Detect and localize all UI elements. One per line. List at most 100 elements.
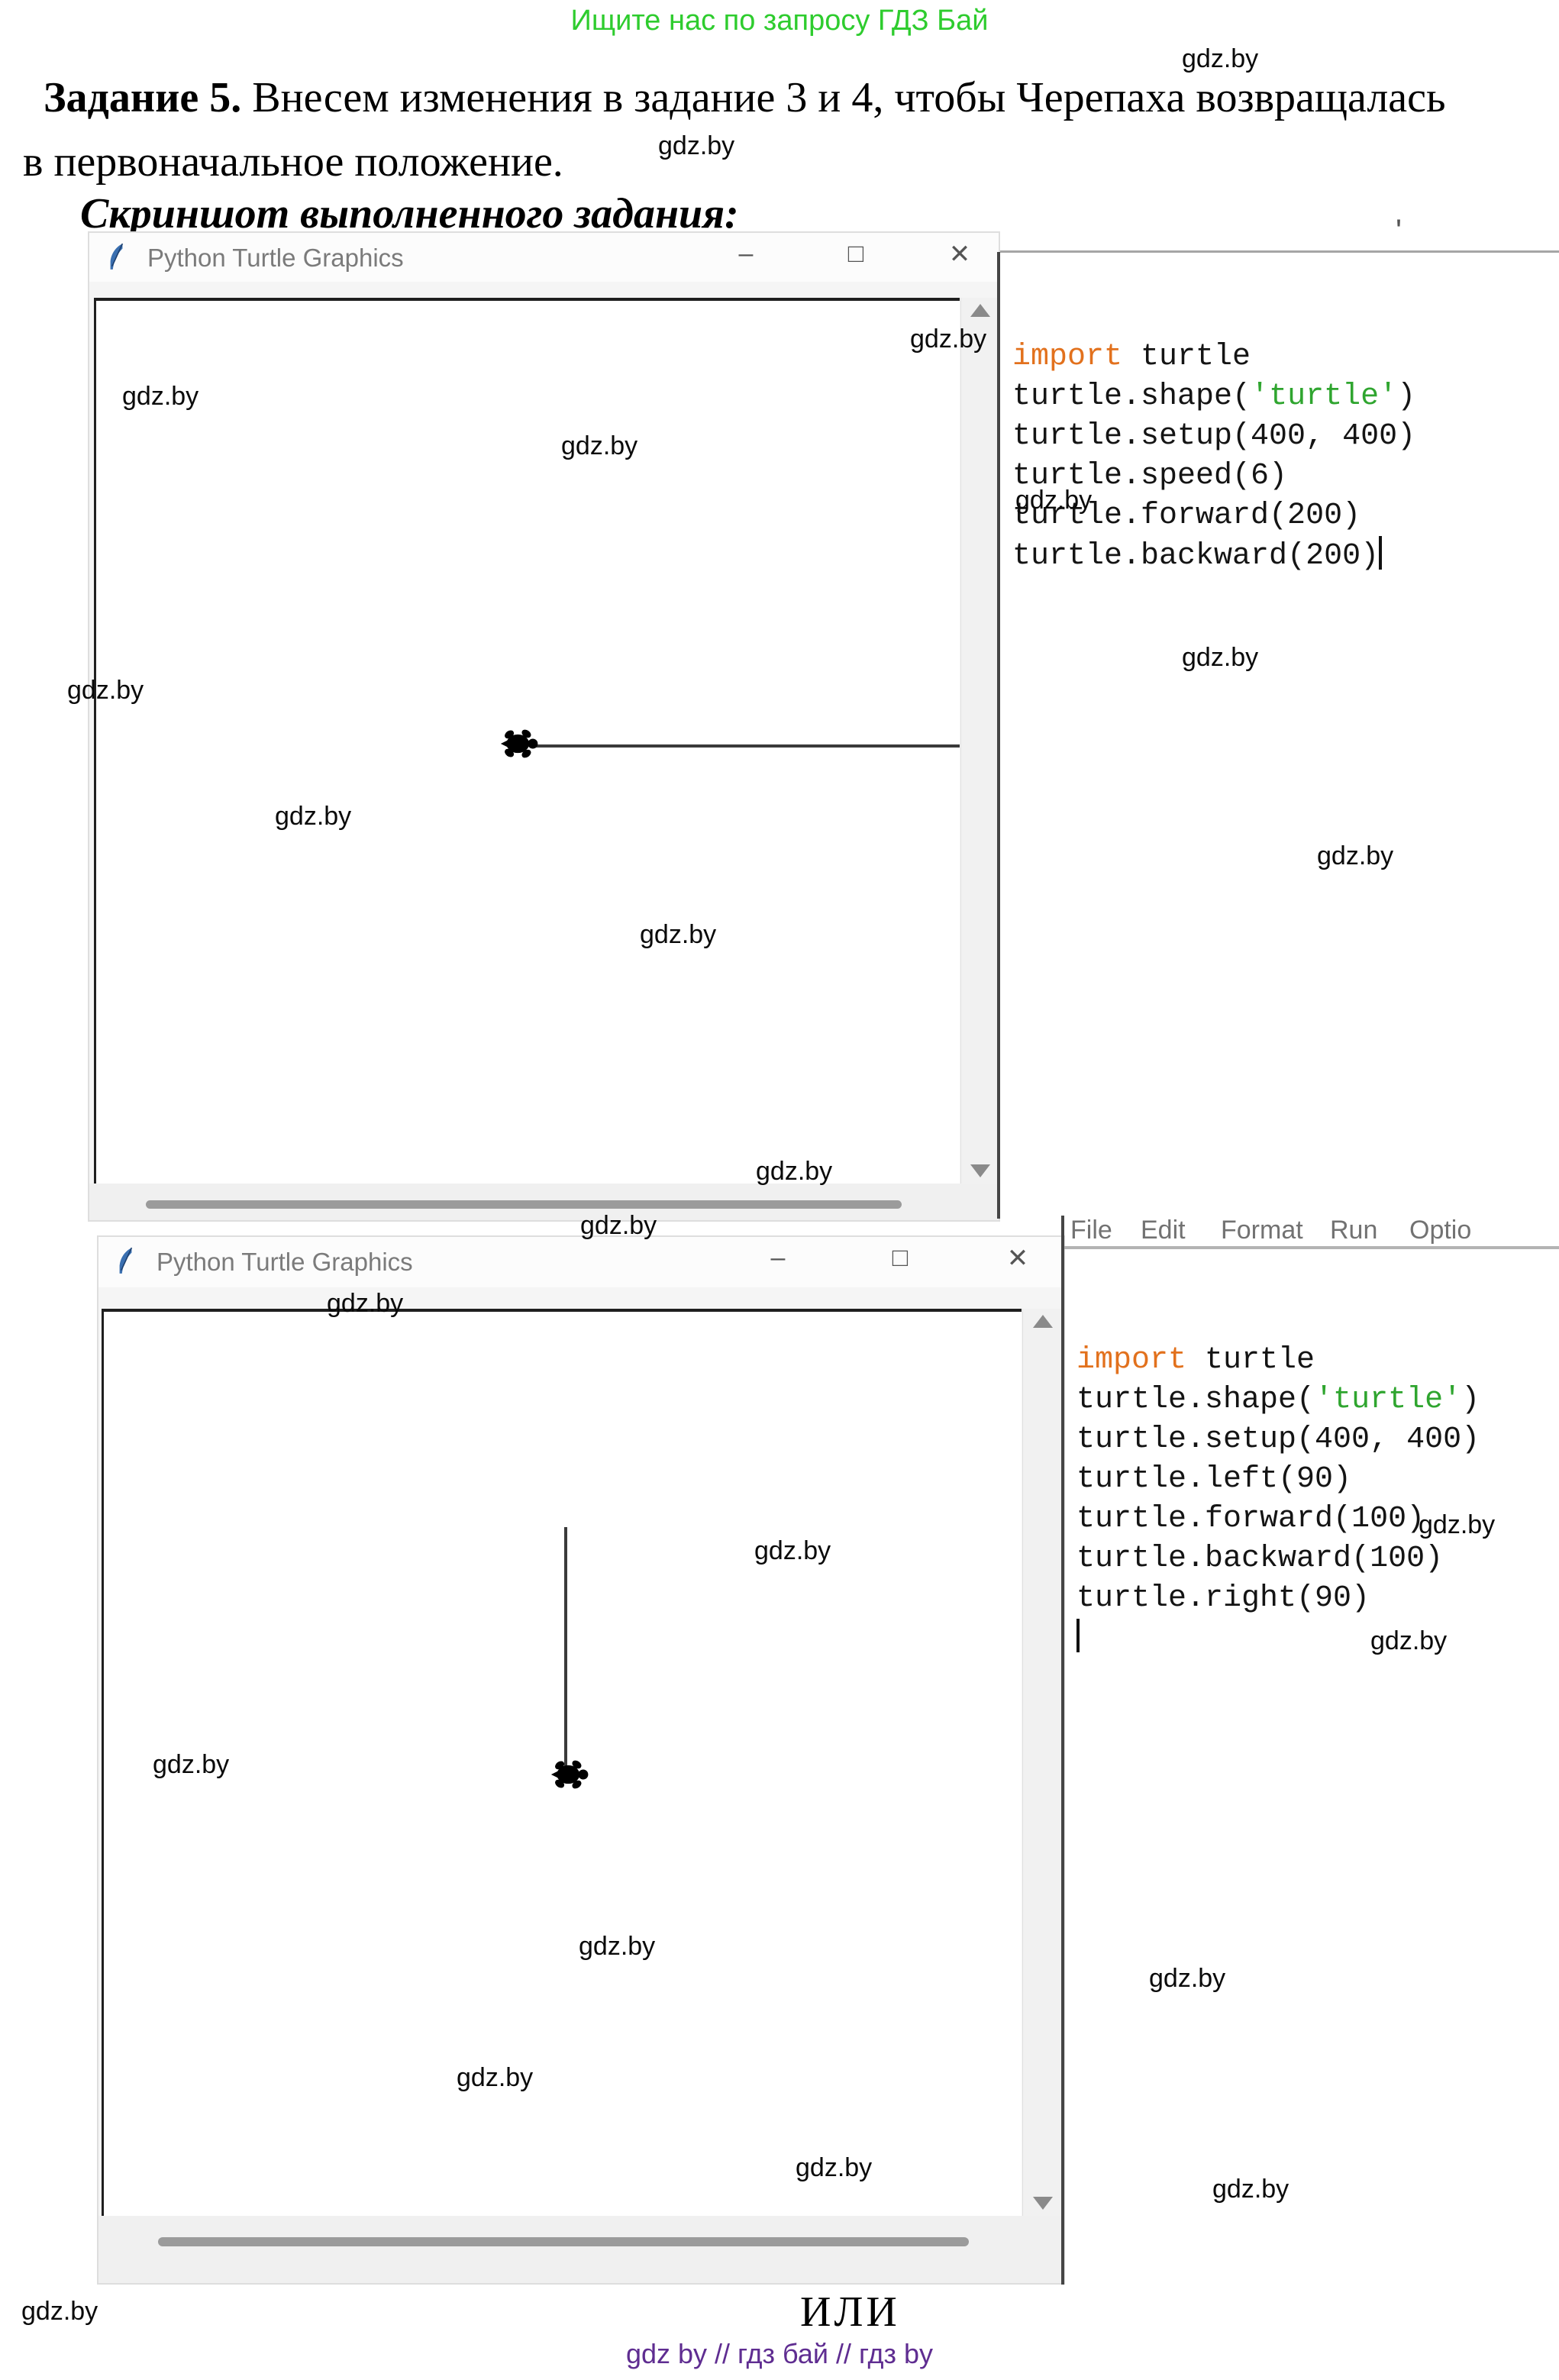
code-line: turtle.shape('turtle') [1076,1381,1480,1420]
vertical-scrollbar[interactable] [960,298,999,1184]
drawn-line-vertical [564,1527,567,1767]
footer-links: gdz by // гдз бай // гдз by [625,2338,934,2369]
watermark-text: gdz.by [1317,841,1394,870]
close-icon[interactable]: ✕ [948,240,971,269]
minimize-button[interactable]: – [770,1243,786,1272]
maximize-button[interactable]: □ [847,239,864,268]
watermark-text: gdz.by [796,2153,873,2182]
watermark-text: gdz.by [640,920,717,949]
code-line: turtle.forward(100) [1076,1500,1480,1539]
menu-item-optio[interactable]: Optio [1409,1216,1472,1245]
watermark-text: gdz.by [275,802,352,831]
window2-titlebar[interactable]: Python Turtle Graphics – □ ✕ [98,1237,1064,1287]
code-panel1-top-border [1000,250,1559,253]
code-text: turtle.forward(200) [1012,499,1361,533]
code-line: turtle.speed(6) [1012,457,1415,496]
drawn-line-horizontal [536,744,960,748]
window2-title: Python Turtle Graphics [157,1248,413,1276]
window1-bottom-strip [89,1184,999,1220]
turtle-canvas-1 [94,298,960,1184]
turtle-icon [550,1758,592,1795]
watermark-text: gdz.by [1370,1626,1448,1655]
scroll-up-icon[interactable] [970,304,990,317]
code-text: 'turtle' [1315,1383,1462,1417]
watermark-text: gdz.by [21,2297,98,2326]
code-text: 'turtle' [1251,379,1398,414]
watermark-text: gdz.by [1015,486,1093,515]
menu-item-format[interactable]: Format [1221,1216,1303,1245]
text-cursor [1076,1619,1080,1652]
code-text: import [1076,1343,1187,1377]
code-text: turtle.backward(100) [1076,1542,1444,1576]
or-divider-label: ИЛИ [800,2288,900,2336]
code-line: turtle.setup(400, 400) [1076,1420,1480,1460]
window1-titlebar[interactable]: Python Turtle Graphics – □ ✕ [89,233,999,282]
code-text: turtle.shape( [1076,1383,1315,1417]
code-text: turtle [1186,1343,1315,1377]
python-feather-icon [115,1246,135,1279]
scroll-down-icon[interactable] [970,1164,990,1177]
code-text: turtle [1122,340,1251,374]
code-text: turtle.setup(400, 400) [1012,419,1416,454]
task-text-line2: в первоначальное положение. [23,138,563,186]
watermark-text: gdz.by [658,131,735,160]
watermark-text: gdz.by [327,1289,404,1318]
menu-item-file[interactable]: File [1070,1216,1112,1245]
code-editor-2[interactable]: import turtle turtle.shape('turtle') turtl… [1076,1261,1480,1738]
code-text: turtle.shape( [1012,379,1251,414]
code-editor-1[interactable]: import turtle turtle.shape('turtle') turtl… [1012,258,1415,655]
code-text: turtle.setup(400, 400) [1076,1423,1480,1457]
code-line: turtle.shape('turtle') [1012,377,1415,417]
watermark-text: gdz.by [1182,643,1259,672]
code-panel2-left-border [1061,1216,1064,2285]
code-text: turtle.right(90) [1076,1581,1370,1616]
scroll-up-icon[interactable] [1033,1315,1053,1328]
watermark-text: gdz.by [122,382,199,411]
menu-bar: File Edit Format Run Optio [1064,1216,1559,1245]
code-line [1076,1619,1480,1658]
code-line: turtle.left(90) [1076,1460,1480,1500]
code-lines-1: import turtle turtle.shape('turtle') turtl… [1012,337,1415,576]
stray-quote-mark: ' [1396,212,1402,248]
code-text: ) [1461,1383,1480,1417]
screenshot-caption: Скриншот выполненного задания: [80,190,739,237]
watermark-text: gdz.by [580,1211,657,1240]
code-line: import turtle [1076,1341,1480,1381]
promo-header: Ищите нас по запросу ГДЗ Бай [570,5,989,37]
watermark-text: gdz.by [1419,1510,1496,1539]
horizontal-scrollbar-thumb[interactable] [146,1200,902,1209]
code-text: import [1012,340,1123,374]
code-line: turtle.backward(200) [1012,536,1415,576]
scroll-down-icon[interactable] [1033,2197,1053,2210]
code-line: turtle.right(90) [1076,1579,1480,1619]
watermark-text: gdz.by [561,431,638,460]
maximize-button[interactable]: □ [892,1243,909,1272]
close-icon[interactable]: ✕ [1006,1244,1029,1273]
python-feather-icon [106,242,126,275]
code-text: turtle.backward(200) [1012,539,1380,573]
window1-title: Python Turtle Graphics [147,244,404,272]
menu-item-run[interactable]: Run [1330,1216,1378,1245]
code-panel1-left-border [997,252,1000,1219]
window2-bottom-strip [98,2216,1064,2283]
code-line: import turtle [1012,337,1415,377]
vertical-scrollbar[interactable] [1022,1309,1063,2216]
watermark-text: gdz.by [67,676,144,705]
watermark-text: gdz.by [1182,44,1259,73]
watermark-text: gdz.by [1149,1964,1226,1993]
watermark-text: gdz.by [910,325,987,354]
watermark-text: gdz.by [1212,2175,1289,2204]
watermark-text: gdz.by [153,1750,230,1779]
watermark-text: gdz.by [457,2063,534,2092]
code-line: turtle.forward(200) [1012,496,1415,536]
turtle-canvas-2 [102,1309,1022,2217]
code-line: turtle.backward(100) [1076,1539,1480,1579]
text-cursor [1379,536,1383,570]
horizontal-scrollbar-thumb[interactable] [158,2237,969,2246]
turtle-icon [499,727,542,764]
code-text: turtle.forward(100) [1076,1502,1425,1536]
task-text: Внесем изменения в задание 3 и 4, чтобы … [241,74,1446,121]
minimize-button[interactable]: – [738,239,754,268]
watermark-text: gdz.by [579,1932,656,1961]
menu-item-edit[interactable]: Edit [1141,1216,1186,1245]
